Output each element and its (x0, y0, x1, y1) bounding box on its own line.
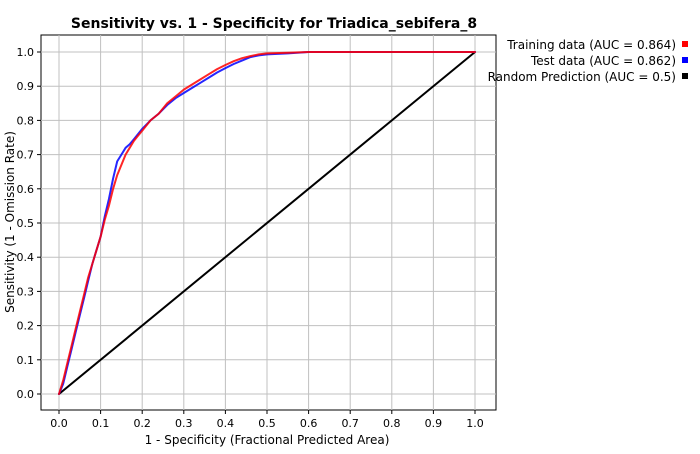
x-tick-label: 0.3 (175, 417, 193, 430)
y-tick-label: 0.5 (17, 217, 35, 230)
y-tick-label: 0.9 (17, 80, 35, 93)
legend-label-0: Training data (AUC = 0.864) (506, 38, 676, 52)
y-tick-label: 0.3 (17, 285, 35, 298)
y-tick-label: 0.7 (17, 149, 35, 162)
y-tick-label: 0.0 (17, 388, 35, 401)
x-tick-label: 0.8 (383, 417, 401, 430)
legend-swatch-2 (682, 73, 688, 79)
x-tick-label: 0.7 (341, 417, 359, 430)
y-tick-label: 0.8 (17, 114, 35, 127)
legend: Training data (AUC = 0.864) Test data (AU… (488, 38, 688, 84)
chart-title: Sensitivity vs. 1 - Specificity for Tria… (71, 16, 477, 32)
legend-swatch-0 (682, 41, 688, 47)
x-tick-label: 0.5 (258, 417, 276, 430)
series-line-0 (58, 51, 476, 395)
y-tick-label: 1.0 (17, 46, 35, 59)
x-tick-label: 0.2 (133, 417, 151, 430)
legend-swatch-1 (682, 57, 688, 63)
legend-label-1: Test data (AUC = 0.862) (530, 54, 676, 68)
y-tick-label: 0.4 (17, 251, 35, 264)
x-tick-label: 0.6 (300, 417, 318, 430)
series-lines (58, 51, 476, 395)
series-line-2 (58, 51, 476, 395)
x-tick-label: 0.0 (50, 417, 68, 430)
y-tick-label: 0.1 (17, 354, 35, 367)
y-axis-label: Sensitivity (1 - Omission Rate) (3, 131, 17, 313)
x-tick-label: 0.1 (92, 417, 110, 430)
x-axis-label: 1 - Specificity (Fractional Predicted Ar… (145, 433, 390, 447)
x-tick-label: 0.4 (217, 417, 235, 430)
legend-label-2: Random Prediction (AUC = 0.5) (488, 70, 676, 84)
y-tick-label: 0.2 (17, 320, 35, 333)
x-tick-label: 0.9 (425, 417, 443, 430)
y-tick-label: 0.6 (17, 183, 35, 196)
x-tick-label: 1.0 (466, 417, 484, 430)
axis-ticks: 0.0 0.1 0.2 0.3 0.4 0.5 0.6 0.7 0.8 0.9 1.0 0.0 0.1 0… (17, 46, 484, 430)
grid-lines (41, 35, 496, 410)
